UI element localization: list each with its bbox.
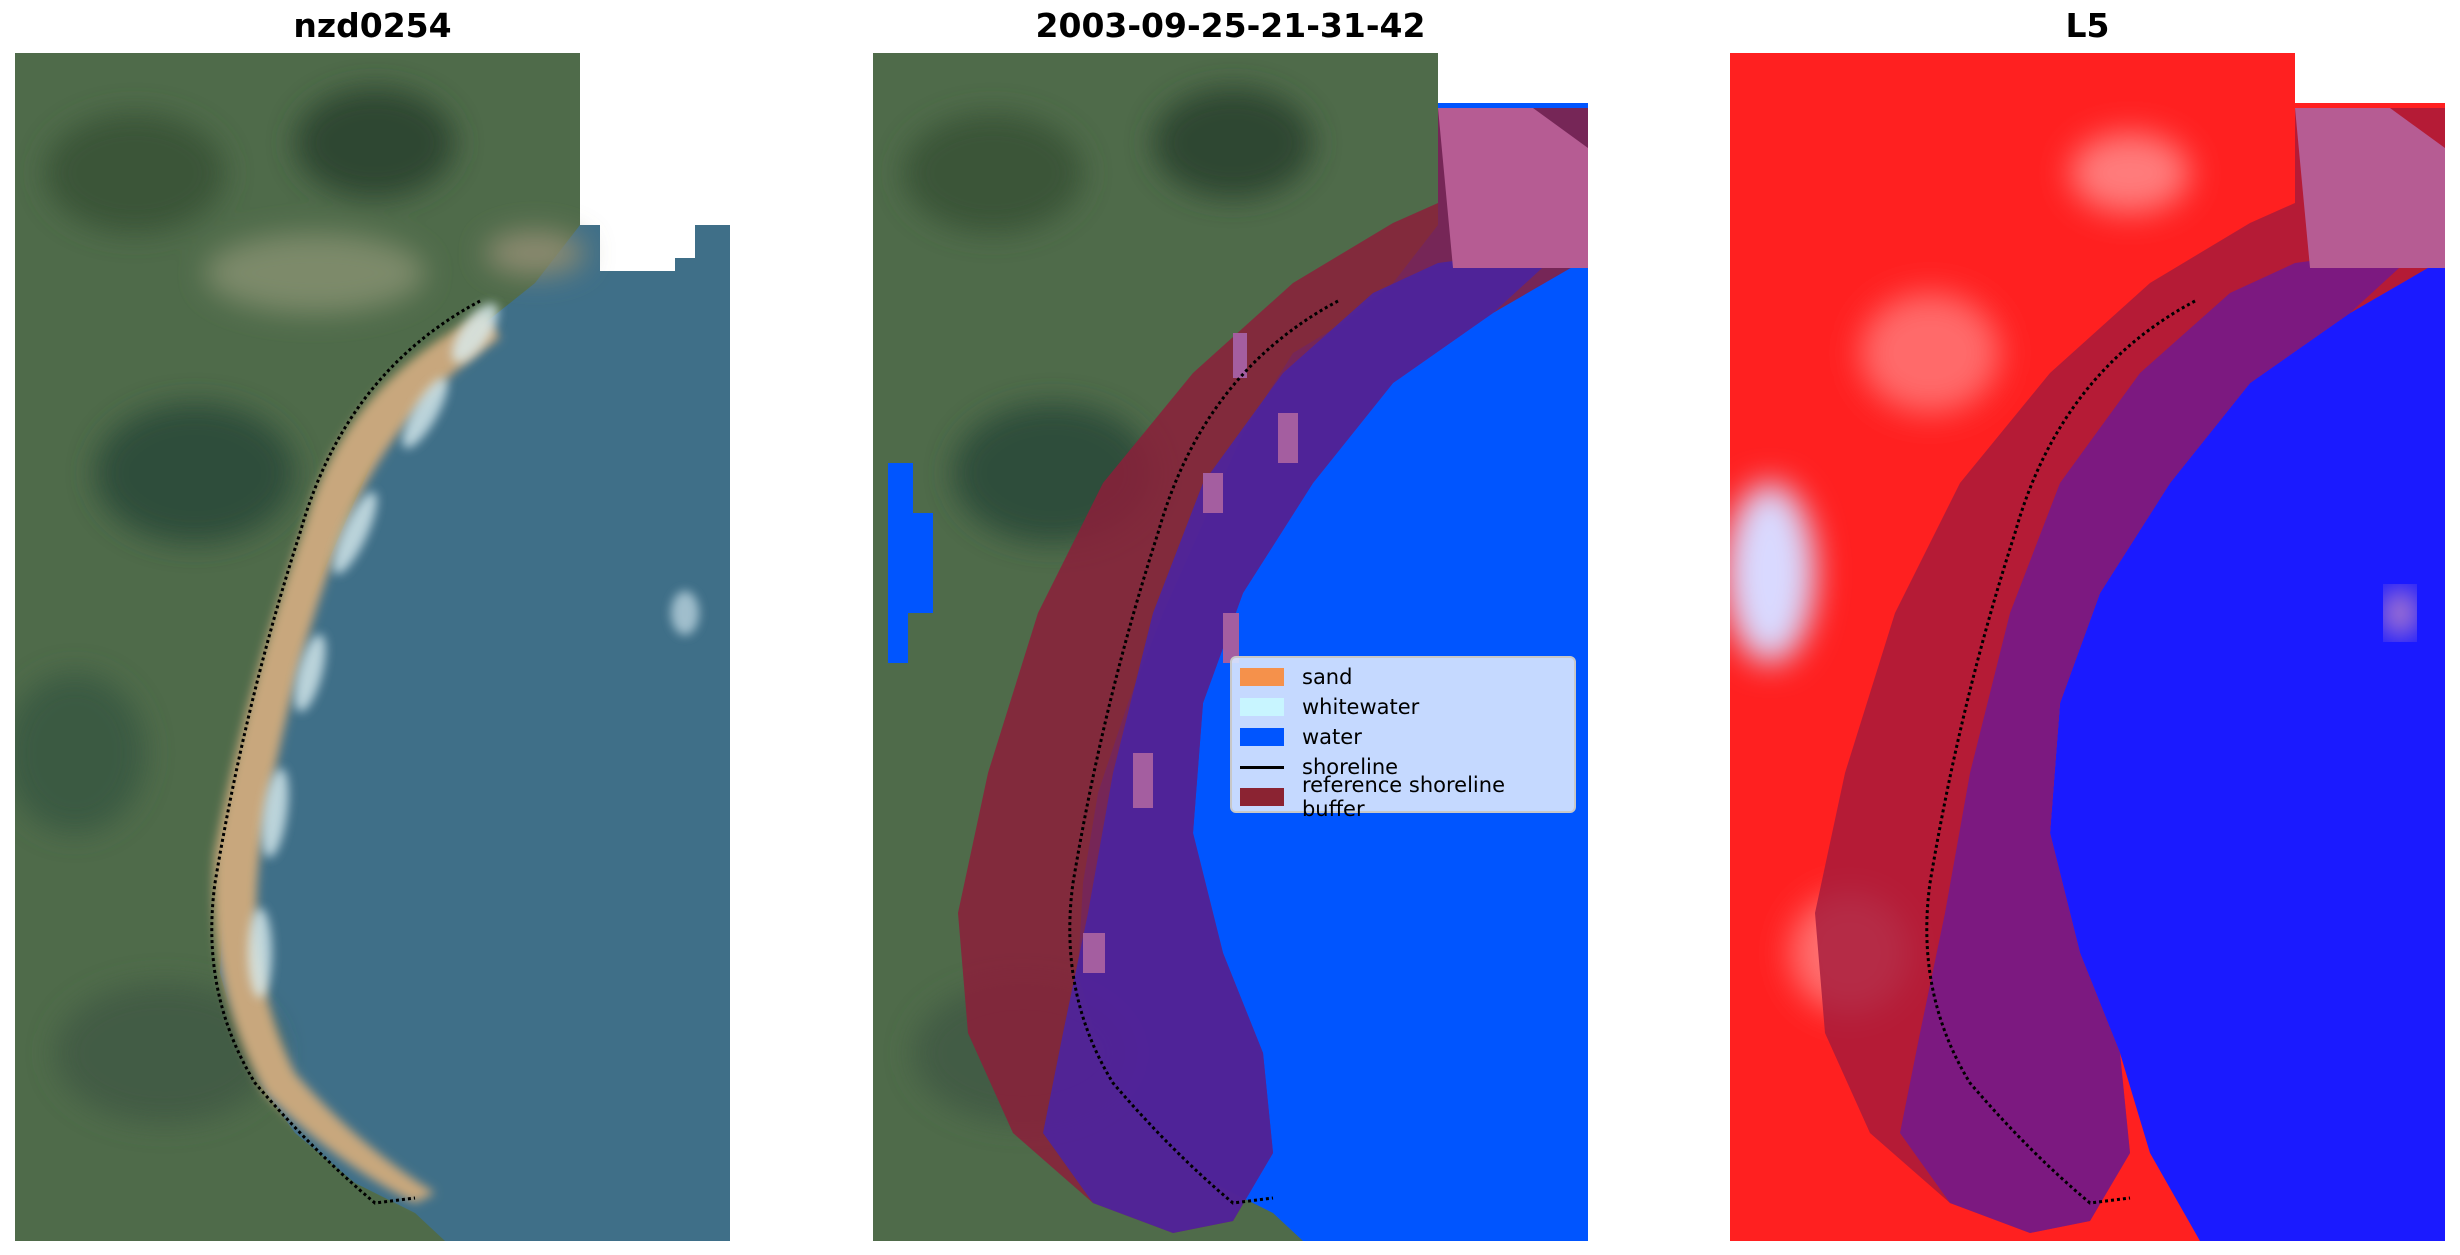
- buffer-swatch: [1240, 788, 1284, 806]
- legend-label-sand: sand: [1302, 665, 1353, 689]
- sand-swatch: [1240, 668, 1284, 686]
- legend-label-buffer: reference shoreline buffer: [1301, 773, 1505, 821]
- l5-index-image: [1730, 53, 2445, 1241]
- legend-item-shoreline: shoreline: [1240, 754, 1398, 780]
- legend-item-sand: sand: [1240, 664, 1352, 690]
- whitewater-swatch: [1240, 698, 1284, 716]
- panel-title-2: 2003-09-25-21-31-42: [1035, 6, 1426, 45]
- water-swatch: [1240, 728, 1284, 746]
- panel-title-1: nzd0254: [293, 6, 452, 45]
- classification-image: [873, 53, 1588, 1241]
- legend: sand whitewater water shoreline referenc…: [1230, 656, 1576, 821]
- legend-label-shoreline: shoreline: [1302, 755, 1399, 779]
- legend-item-water: water: [1240, 724, 1362, 750]
- legend-item-buffer: reference shoreline buffer: [1240, 773, 1574, 821]
- shoreline-swatch: [1240, 765, 1284, 769]
- panel-title-3: L5: [2065, 6, 2110, 45]
- legend-label-whitewater: whitewater: [1302, 695, 1420, 719]
- legend-label-water: water: [1302, 725, 1362, 749]
- legend-item-whitewater: whitewater: [1240, 694, 1419, 720]
- rgb-satellite-image: [15, 53, 730, 1241]
